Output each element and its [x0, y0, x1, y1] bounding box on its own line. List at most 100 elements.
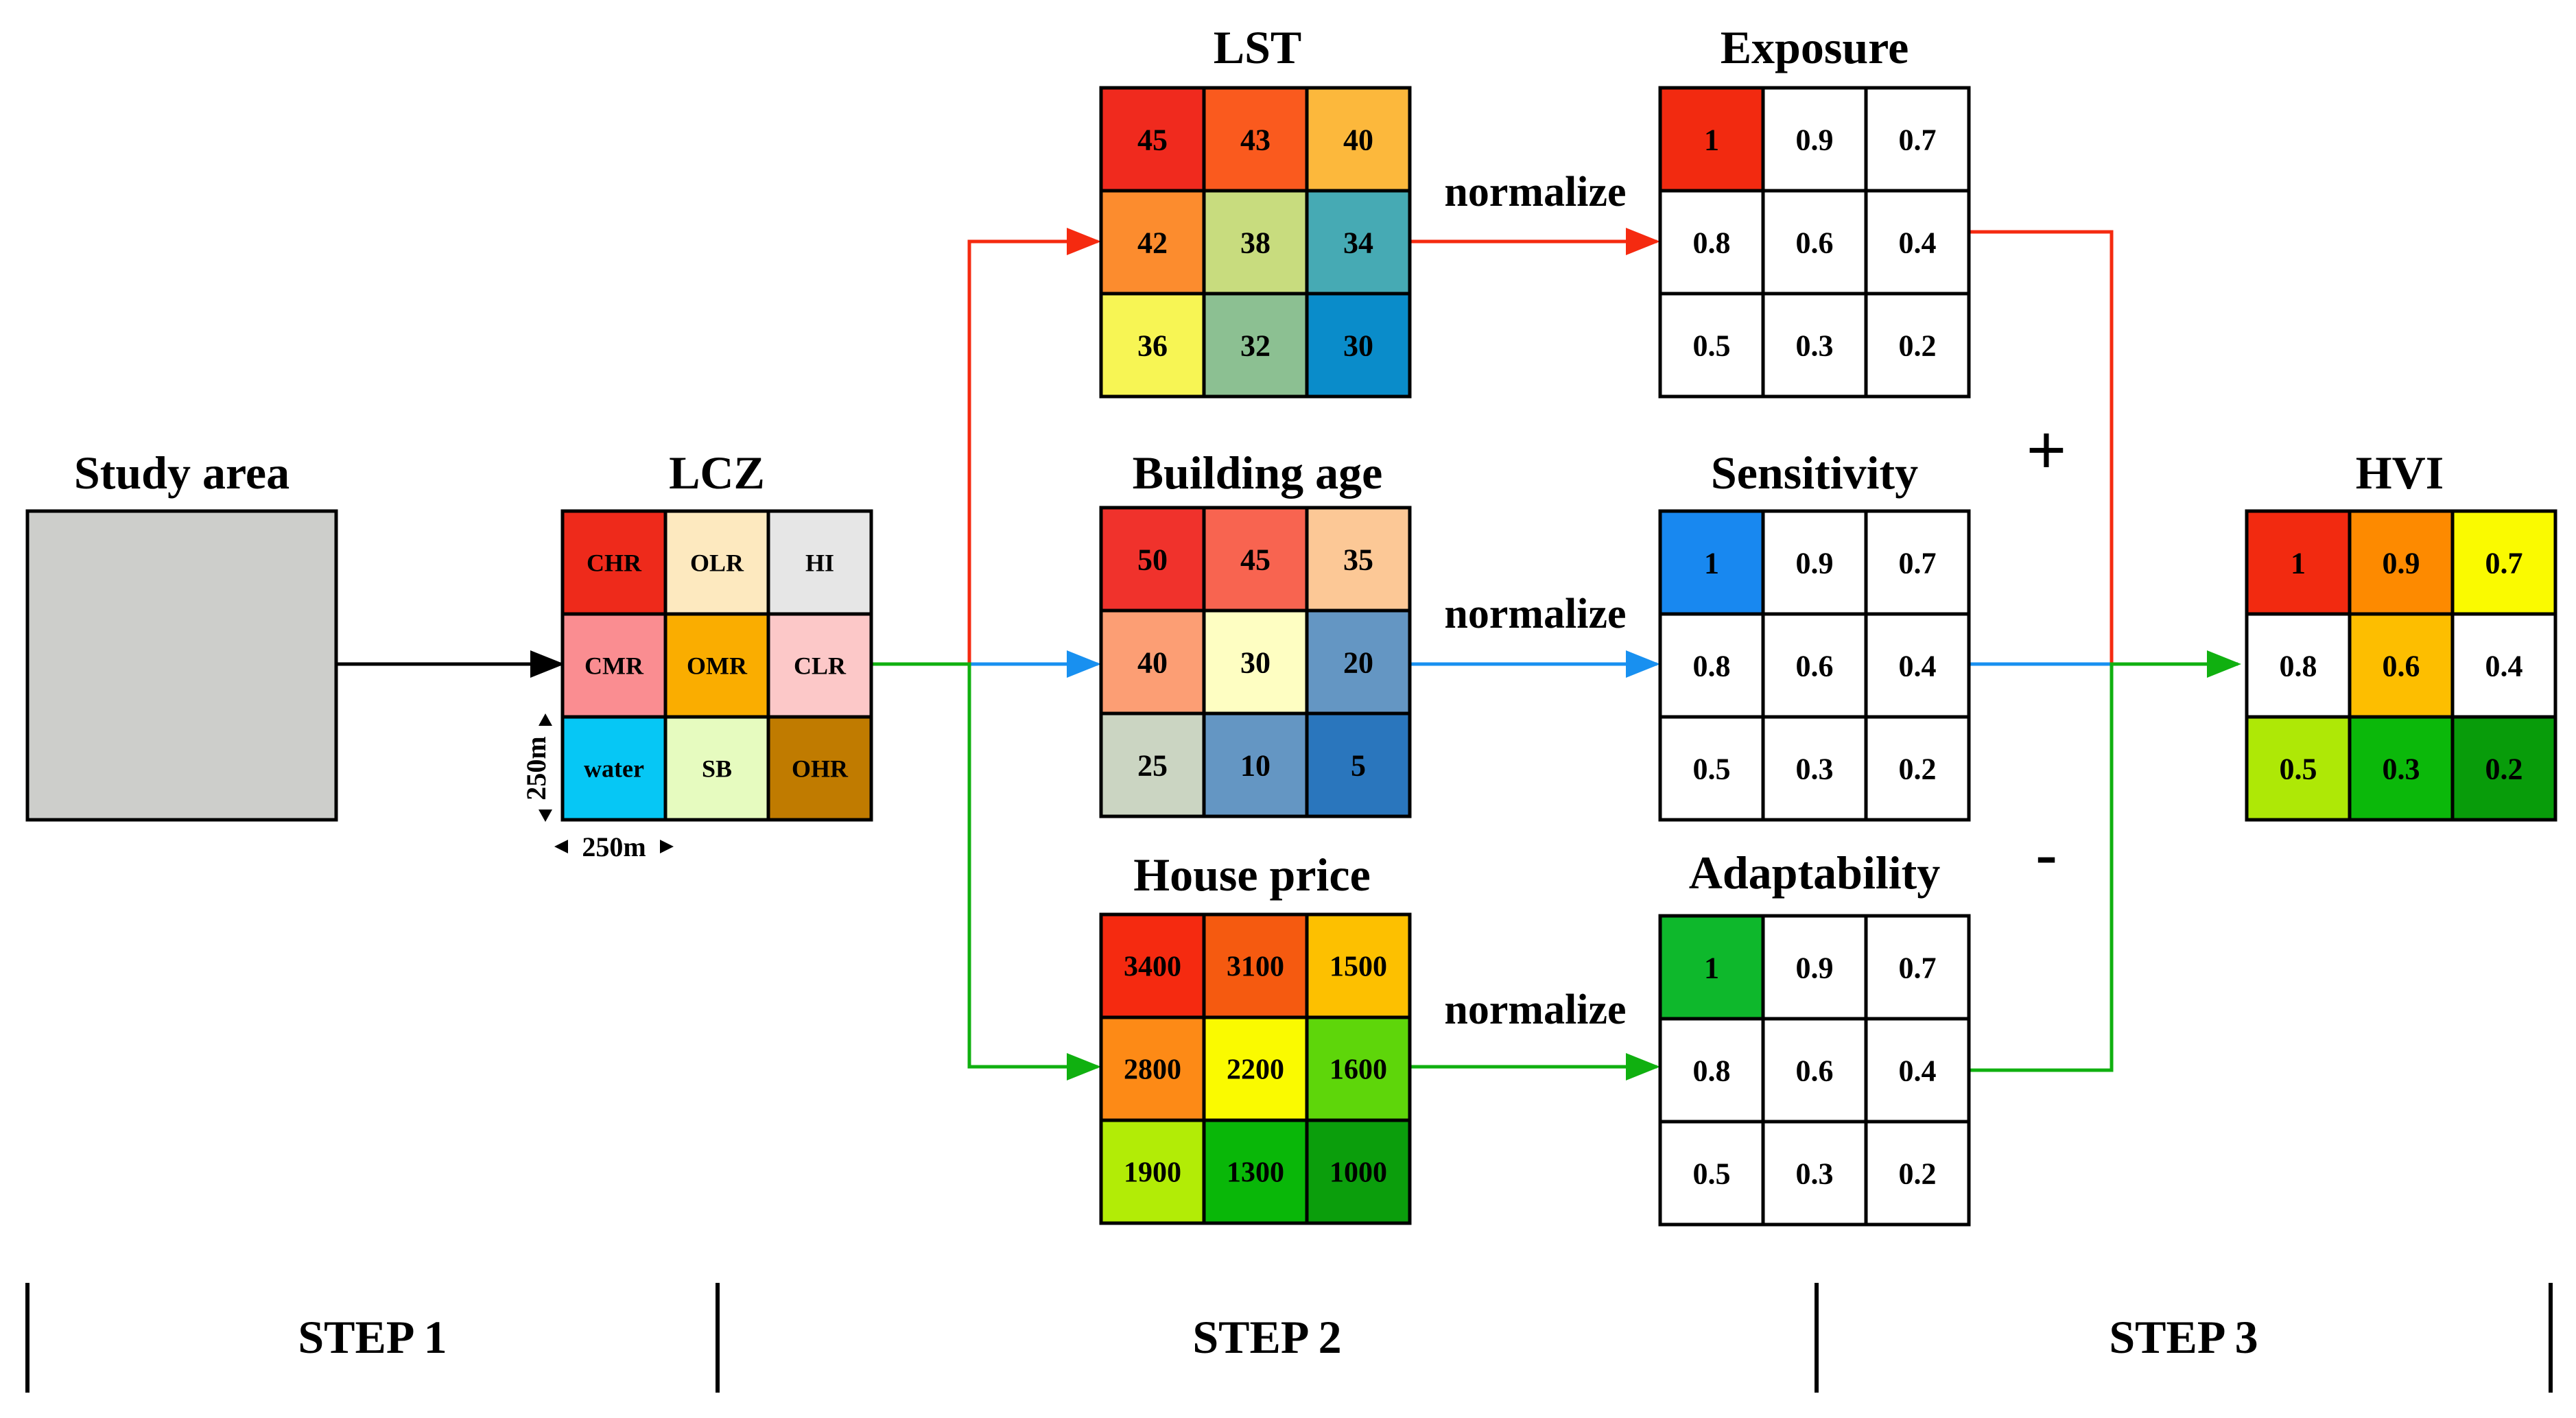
sensitivity-cell-value: 0.2 [1899, 752, 1937, 785]
lcz-cell-value: OHR [792, 755, 849, 783]
lcz-dimension-horizontal: 250m [554, 831, 674, 862]
sensitivity-cell [1864, 509, 1971, 616]
sensitivity-cell-value: 0.9 [1796, 546, 1834, 580]
house-price-cell-value: 1900 [1124, 1157, 1181, 1189]
sensitivity-cell-value: 0.3 [1796, 752, 1834, 785]
connector-lines [336, 228, 2241, 1080]
lcz-cell [766, 715, 873, 822]
building-age-cell [1305, 608, 1412, 716]
sensitivity-cell-value: 0.4 [1899, 649, 1937, 683]
house-price-cell-value: 3400 [1124, 952, 1181, 983]
normalize-label-house-price: normalize [1444, 986, 1626, 1033]
lst-cell-value: 32 [1240, 329, 1271, 362]
lst-cell-value: 40 [1343, 123, 1373, 156]
house-price-cell-value: 2200 [1227, 1054, 1284, 1086]
adaptability-cell-value: 0.5 [1693, 1157, 1731, 1190]
step-bar: STEP 1 STEP 2 STEP 3 [25, 1283, 2553, 1393]
lst-cell [1305, 292, 1412, 399]
house-price-cell [1305, 1015, 1412, 1122]
hvi-cell-value: 0.8 [2280, 649, 2317, 683]
lst-cell-value: 34 [1343, 226, 1373, 259]
exposure-title: Exposure [1721, 21, 1909, 73]
hvi-cell-value: 0.5 [2280, 752, 2317, 785]
lcz-dimension-vertical-label: 250m [521, 736, 552, 800]
hvi-cell-value: 0.6 [2383, 649, 2420, 683]
exposure-cell-value: 0.4 [1899, 226, 1937, 259]
lcz-cell [766, 612, 873, 719]
hvi-cell-value: 0.7 [2485, 546, 2523, 580]
lst-cell-value: 45 [1137, 123, 1168, 156]
house-price-cell-value: 1300 [1227, 1157, 1284, 1189]
normalize-label-lst: normalize [1444, 169, 1626, 215]
sensitivity-cell-value: 1 [1704, 546, 1719, 580]
lst-cell [1202, 292, 1309, 399]
building-age-cell [1099, 711, 1206, 818]
lcz-cell-value: CHR [587, 550, 642, 577]
hvi-cell-value: 1 [2291, 546, 2306, 580]
house-price-cell-value: 2800 [1124, 1054, 1181, 1086]
lst-cell [1305, 86, 1412, 193]
building-age-cell [1305, 711, 1412, 818]
lcz-title: LCZ [669, 447, 765, 499]
lst-cell-value: 38 [1240, 226, 1271, 259]
exposure-cell-value: 0.7 [1899, 123, 1937, 156]
house-price-cell [1099, 912, 1206, 1019]
sensitivity-grid: 1 0.9 0.7 0.8 0.6 0.4 0.5 0.3 0.2 [1658, 509, 1971, 822]
house-price-cell-value: 1500 [1330, 952, 1387, 983]
exposure-cell [1761, 292, 1868, 399]
lst-cell [1202, 189, 1309, 296]
adaptability-cell [1761, 914, 1868, 1021]
lcz-cell-value: CMR [584, 652, 644, 680]
sensitivity-cell [1864, 612, 1971, 719]
hvi-cell [2348, 509, 2455, 616]
hvi-grid: 1 0.9 0.7 0.8 0.6 0.4 0.5 0.3 0.2 [2245, 509, 2557, 822]
building-age-cell-value: 30 [1240, 646, 1271, 679]
sensitivity-cell-value: 0.7 [1899, 546, 1937, 580]
building-age-grid: 50 45 35 40 30 20 25 10 5 [1099, 506, 1412, 818]
adaptability-cell-value: 0.6 [1796, 1054, 1834, 1087]
lst-cell-value: 30 [1343, 329, 1373, 362]
exposure-cell-value: 1 [1704, 123, 1719, 156]
step-2-label: STEP 2 [1192, 1311, 1341, 1363]
adaptability-cell-value: 0.8 [1693, 1054, 1731, 1087]
building-age-cell [1202, 711, 1309, 818]
house-price-title: House price [1133, 849, 1371, 901]
lcz-cell-value: HI [805, 550, 834, 577]
lst-cell-value: 43 [1240, 123, 1271, 156]
step-3-label: STEP 3 [2109, 1311, 2258, 1363]
adaptability-cell-value: 0.3 [1796, 1157, 1834, 1190]
house-price-cell-value: 1000 [1330, 1157, 1387, 1189]
exposure-cell-value: 0.5 [1693, 329, 1731, 362]
hvi-title: HVI [2356, 447, 2444, 499]
normalize-label-building-age: normalize [1444, 591, 1626, 637]
sensitivity-cell-value: 0.8 [1693, 649, 1731, 683]
sensitivity-cell-value: 0.5 [1693, 752, 1731, 785]
adaptability-cell [1658, 914, 1765, 1021]
adaptability-cell-value: 0.2 [1899, 1157, 1937, 1190]
adaptability-cell-value: 0.9 [1796, 951, 1834, 984]
sensitivity-cell [1658, 509, 1765, 616]
exposure-cell-value: 0.8 [1693, 226, 1731, 259]
adaptability-cell [1761, 1120, 1868, 1227]
lcz-cell-value: OLR [690, 550, 744, 577]
house-price-cell [1202, 912, 1309, 1019]
adaptability-cell [1864, 914, 1971, 1021]
hvi-cell-value: 0.4 [2485, 649, 2523, 683]
house-price-cell-value: 3100 [1227, 952, 1284, 983]
lcz-cell [663, 509, 770, 616]
lst-cell [1099, 86, 1206, 193]
line-lcz-to-house-price [870, 662, 1101, 1080]
hvi-cell-value: 0.3 [2383, 752, 2420, 785]
exposure-cell [1864, 189, 1971, 296]
building-age-cell-value: 35 [1343, 543, 1373, 576]
building-age-cell [1305, 506, 1412, 613]
step-1-label: STEP 1 [298, 1311, 447, 1363]
hvi-cell [2245, 509, 2352, 616]
exposure-cell-value: 0.3 [1796, 329, 1834, 362]
house-price-grid: 3400 3100 1500 2800 2200 1600 1900 1300 1000 [1099, 912, 1412, 1225]
study-area-title: Study area [74, 447, 289, 499]
lcz-grid: CHR OLR HI CMR OMR CLR water SB OHR [560, 509, 873, 822]
building-age-cell-value: 50 [1137, 543, 1168, 576]
dim-arrow-left [554, 840, 568, 853]
sensitivity-cell [1658, 715, 1765, 822]
